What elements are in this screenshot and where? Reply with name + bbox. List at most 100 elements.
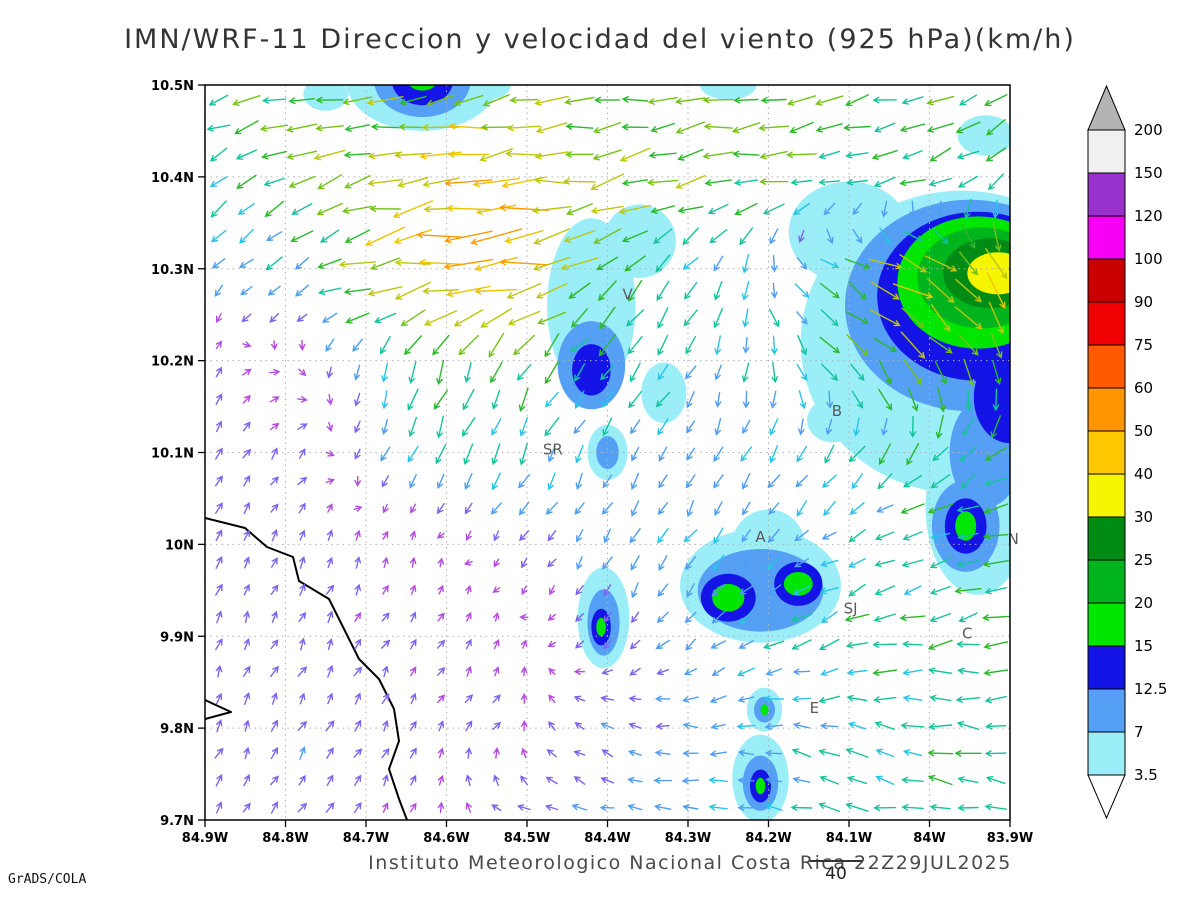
wind-vector: [600, 776, 614, 784]
wind-vector: [621, 179, 649, 187]
wind-vector: [592, 149, 622, 161]
vector-scale-line: [810, 860, 862, 862]
wind-vector: [738, 640, 754, 649]
wind-vector: [596, 256, 619, 271]
wind-vector: [465, 584, 472, 595]
wind-vector: [845, 178, 868, 186]
wind-vector: [317, 258, 342, 269]
wind-vector: [544, 360, 560, 385]
wind-vector: [354, 420, 361, 434]
wind-vector: [548, 694, 556, 704]
wind-vector: [742, 308, 749, 328]
wind-vector: [766, 584, 782, 596]
wind-vector: [686, 583, 695, 598]
wind-vector: [736, 667, 756, 677]
wind-vector: [955, 121, 981, 134]
wind-vector: [682, 804, 699, 811]
wind-vector: [216, 801, 223, 814]
wind-vector: [531, 206, 572, 214]
wind-vector: [899, 123, 926, 133]
wind-vector: [714, 364, 722, 381]
wind-vector: [937, 386, 946, 413]
wind-vector: [598, 333, 617, 357]
wind-vector: [269, 312, 280, 323]
wind-vector: [519, 613, 529, 621]
wind-vector: [794, 283, 810, 299]
wind-vector: [846, 311, 870, 324]
wind-vector: [263, 177, 285, 187]
wind-vector: [686, 391, 695, 409]
colorbar-tick-label: 30: [1134, 508, 1153, 526]
wind-vector: [900, 503, 925, 514]
wind-vector: [631, 582, 639, 599]
colorbar-above-triangle: [1087, 84, 1126, 131]
wind-vector: [462, 388, 475, 411]
station-label-v: V: [622, 286, 633, 304]
wind-vector: [601, 556, 613, 570]
wind-vector: [899, 614, 926, 622]
wind-vector: [369, 205, 401, 213]
wind-vector: [654, 695, 671, 703]
wind-vector: [685, 336, 696, 355]
wind-vector: [571, 803, 588, 811]
wind-vector: [657, 307, 669, 329]
wind-vector: [521, 557, 528, 569]
wind-vector: [769, 418, 779, 436]
wind-vector: [520, 775, 529, 786]
wind-vector: [601, 391, 614, 409]
wind-vector: [851, 390, 864, 409]
wind-vector: [206, 124, 231, 132]
wind-vector: [419, 151, 462, 160]
wind-vector: [492, 694, 501, 704]
wind-vector: [712, 554, 725, 572]
wind-vector: [656, 668, 670, 676]
wind-vector: [354, 392, 361, 407]
wind-vector: [658, 446, 668, 462]
y-tick-label: 10.1N: [151, 447, 194, 462]
colorbar-band: [1087, 559, 1126, 604]
wind-vector: [286, 123, 318, 133]
wind-vector: [714, 391, 722, 408]
colorbar-band: [1087, 473, 1126, 518]
wind-vector: [243, 692, 251, 706]
wind-vector: [900, 331, 926, 359]
wind-vector: [299, 555, 306, 569]
wind-vector: [545, 502, 558, 515]
wind-vector: [575, 585, 584, 596]
wind-vector: [959, 94, 978, 106]
colorbar-band: [1087, 645, 1126, 690]
wind-vector: [932, 228, 949, 245]
station-label-a: A: [755, 528, 766, 546]
wind-vector: [650, 205, 675, 214]
wind-vector: [573, 695, 586, 702]
wind-vector: [366, 96, 404, 106]
wind-vector: [354, 448, 361, 460]
wind-vector: [298, 368, 307, 377]
wind-vector: [955, 278, 982, 303]
wind-vector: [492, 721, 502, 731]
wind-vector: [243, 746, 250, 760]
wind-vector: [992, 360, 1002, 386]
wind-vector: [957, 175, 979, 188]
wind-vector: [820, 559, 839, 567]
wind-vector: [655, 254, 671, 273]
wind-vector: [571, 308, 589, 328]
shaded-cell-ne-storm: [955, 511, 977, 541]
wind-vector: [488, 332, 505, 358]
vector-scale-label: 40: [825, 864, 847, 884]
wind-vector: [819, 336, 841, 354]
wind-vector: [630, 500, 640, 517]
wind-vector: [984, 587, 1008, 595]
wind-vector: [932, 446, 949, 462]
wind-vector: [682, 227, 699, 246]
colorbar-tick-label: 3.5: [1134, 766, 1158, 784]
wind-vector: [962, 417, 975, 436]
wind-vector: [686, 447, 696, 461]
wind-vector: [326, 747, 334, 759]
wind-vector: [381, 362, 389, 383]
wind-vector: [520, 692, 528, 704]
wind-vector: [677, 148, 704, 161]
wind-vector: [928, 177, 952, 187]
wind-vector: [599, 306, 616, 330]
wind-vector: [982, 560, 1009, 568]
